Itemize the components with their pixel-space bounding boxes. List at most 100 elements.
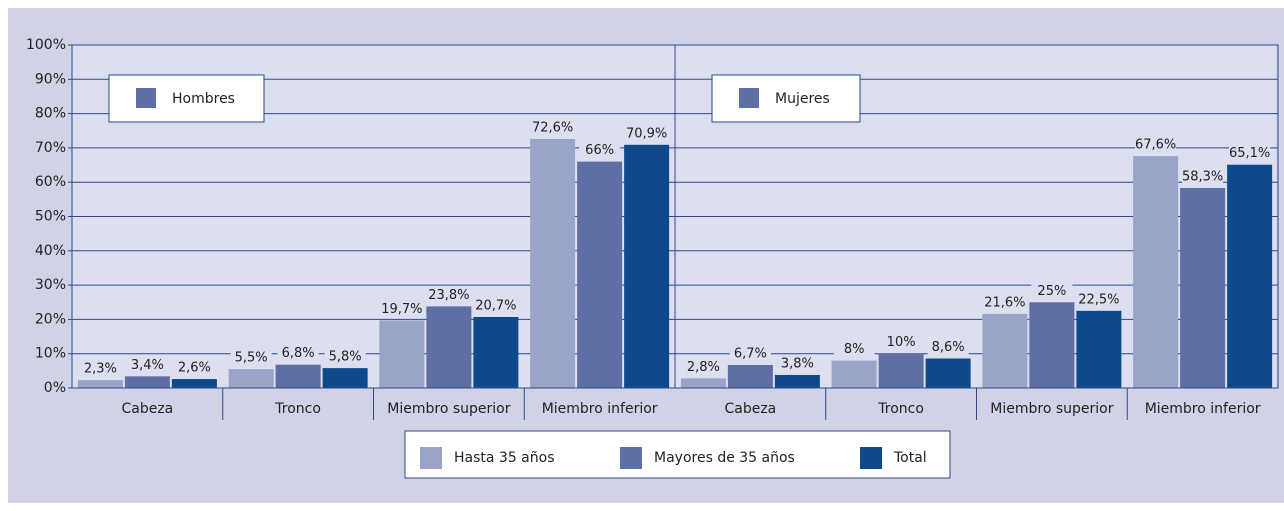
value-label: 20,7% xyxy=(475,298,516,313)
label-backdrop xyxy=(776,356,818,371)
value-label: 23,8% xyxy=(428,288,469,303)
bar xyxy=(925,358,971,388)
plot-border xyxy=(71,44,1279,389)
value-label: 70,9% xyxy=(626,126,667,141)
bar xyxy=(426,306,472,388)
legend-label: Hasta 35 años xyxy=(454,450,555,466)
value-label: 19,7% xyxy=(381,302,422,317)
panel-title-box xyxy=(711,74,861,123)
bar xyxy=(77,380,123,388)
panel-title: Mujeres xyxy=(775,91,830,107)
y-tick-label: 60% xyxy=(35,174,66,190)
bar xyxy=(1076,310,1122,388)
value-label: 72,6% xyxy=(532,120,573,135)
bar xyxy=(379,320,425,388)
x-tick-label: Miembro inferior xyxy=(542,401,658,417)
label-backdrop xyxy=(984,295,1026,310)
label-backdrop xyxy=(1031,284,1073,299)
x-tick-label: Tronco xyxy=(274,401,321,417)
value-label: 5,8% xyxy=(329,350,362,365)
value-label: 8,6% xyxy=(932,340,965,355)
bar xyxy=(774,374,820,388)
bar xyxy=(624,144,670,388)
label-backdrop xyxy=(729,347,771,362)
y-tick-label: 100% xyxy=(26,37,66,53)
label-backdrop xyxy=(1229,146,1271,161)
bar xyxy=(680,378,726,388)
panel-title-box xyxy=(108,74,265,123)
legend-box xyxy=(404,430,951,479)
value-label: 58,3% xyxy=(1182,170,1223,185)
value-label: 2,8% xyxy=(687,360,720,375)
x-tick-label: Tronco xyxy=(877,401,924,417)
label-backdrop xyxy=(532,120,574,135)
value-label: 65,1% xyxy=(1229,146,1270,161)
label-backdrop xyxy=(927,340,969,355)
y-tick-label: 90% xyxy=(35,71,66,87)
y-tick-label: 0% xyxy=(44,380,66,396)
value-label: 6,7% xyxy=(734,347,767,362)
panel-title-swatch xyxy=(739,88,759,108)
bar xyxy=(530,138,576,388)
legend-swatch xyxy=(860,447,882,469)
label-backdrop xyxy=(381,302,423,317)
y-tick-label: 80% xyxy=(35,106,66,122)
x-tick-label: Cabeza xyxy=(121,401,173,417)
value-label: 67,6% xyxy=(1135,138,1176,153)
label-backdrop xyxy=(833,342,875,357)
label-backdrop xyxy=(324,350,366,365)
label-backdrop xyxy=(682,360,724,375)
value-label: 5,5% xyxy=(235,351,268,366)
label-backdrop xyxy=(173,361,215,376)
bar xyxy=(982,313,1028,388)
bar xyxy=(473,316,519,388)
value-label: 3,4% xyxy=(131,358,164,373)
value-label: 21,6% xyxy=(984,295,1025,310)
label-backdrop xyxy=(277,346,319,361)
bar xyxy=(228,369,274,388)
bar xyxy=(1227,164,1273,388)
bar xyxy=(1180,188,1226,388)
label-backdrop xyxy=(475,298,517,313)
label-backdrop xyxy=(126,358,168,373)
x-tick-label: Cabeza xyxy=(724,401,776,417)
label-backdrop xyxy=(1078,292,1120,307)
label-backdrop xyxy=(626,126,668,141)
y-tick-label: 20% xyxy=(35,311,66,327)
label-backdrop xyxy=(428,288,470,303)
label-backdrop xyxy=(230,351,272,366)
x-tick-label: Miembro inferior xyxy=(1145,401,1261,417)
bar xyxy=(577,161,623,388)
label-backdrop xyxy=(1182,170,1224,185)
value-label: 3,8% xyxy=(781,356,814,371)
label-backdrop xyxy=(1135,138,1177,153)
value-label: 10% xyxy=(887,335,916,350)
value-label: 2,6% xyxy=(178,361,211,376)
panel-title-swatch xyxy=(136,88,156,108)
legend-swatch xyxy=(620,447,642,469)
panel-title: Hombres xyxy=(172,91,235,107)
y-tick-label: 50% xyxy=(35,209,66,225)
y-tick-label: 10% xyxy=(35,346,66,362)
legend-label: Mayores de 35 años xyxy=(654,450,795,466)
y-tick-label: 70% xyxy=(35,140,66,156)
y-tick-label: 30% xyxy=(35,277,66,293)
y-tick-label: 40% xyxy=(35,243,66,259)
value-label: 66% xyxy=(585,143,614,158)
label-backdrop xyxy=(880,335,922,350)
value-label: 25% xyxy=(1037,284,1066,299)
x-tick-label: Miembro superior xyxy=(387,401,510,417)
x-tick-label: Miembro superior xyxy=(990,401,1113,417)
bar xyxy=(878,353,924,388)
bar xyxy=(1029,302,1075,388)
bar xyxy=(322,368,368,388)
value-label: 6,8% xyxy=(282,346,315,361)
bar xyxy=(831,360,877,388)
legend-swatch xyxy=(420,447,442,469)
label-backdrop xyxy=(579,143,621,158)
bar xyxy=(727,365,773,388)
bar xyxy=(171,379,217,388)
legend-label: Total xyxy=(893,450,927,466)
bar xyxy=(124,376,170,388)
